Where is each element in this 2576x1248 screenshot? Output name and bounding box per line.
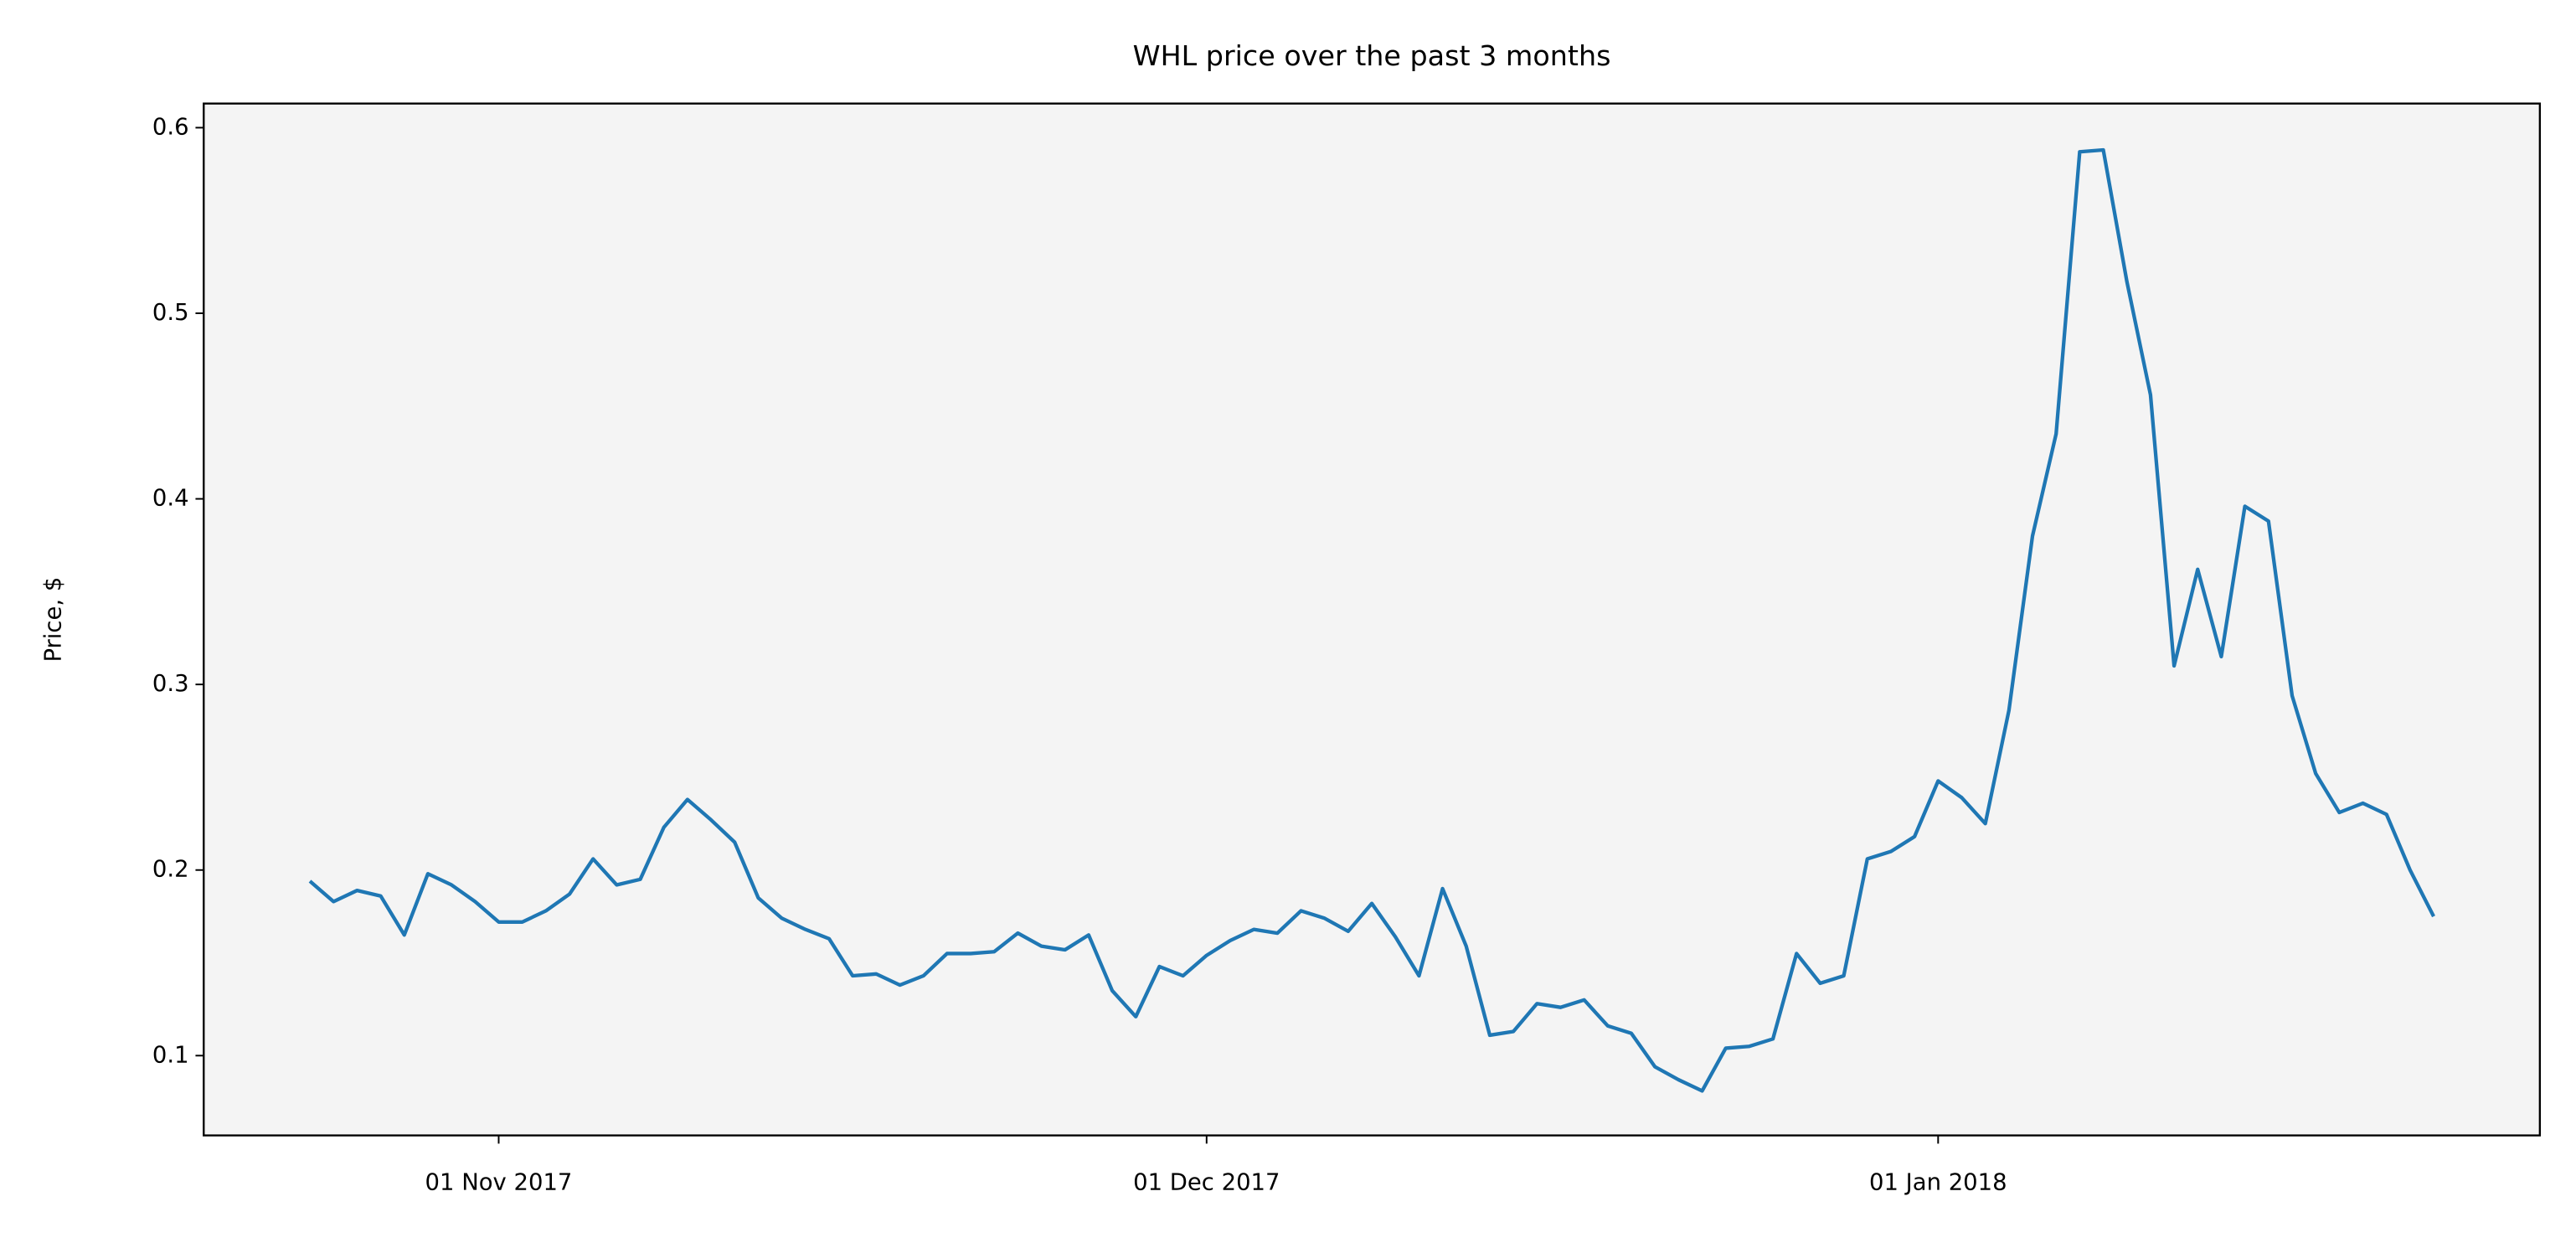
x-tick-label: 01 Jan 2018 <box>1869 1169 2007 1195</box>
plot-area <box>204 103 2540 1136</box>
y-axis-label: Price, $ <box>41 577 67 663</box>
price-line <box>308 147 2435 1093</box>
chart-title: WHL price over the past 3 months <box>1133 39 1611 72</box>
y-tick-label: 0.5 <box>152 300 189 326</box>
y-tick-label: 0.3 <box>152 671 189 697</box>
y-tick-label: 0.6 <box>152 114 189 140</box>
y-tick-label: 0.1 <box>152 1042 189 1068</box>
x-tick-label: 01 Dec 2017 <box>1133 1169 1280 1195</box>
x-tick-label: 01 Nov 2017 <box>425 1169 573 1195</box>
y-tick-label: 0.2 <box>152 857 189 883</box>
axes-frame <box>203 102 2542 1137</box>
y-tick-label: 0.4 <box>152 486 189 512</box>
